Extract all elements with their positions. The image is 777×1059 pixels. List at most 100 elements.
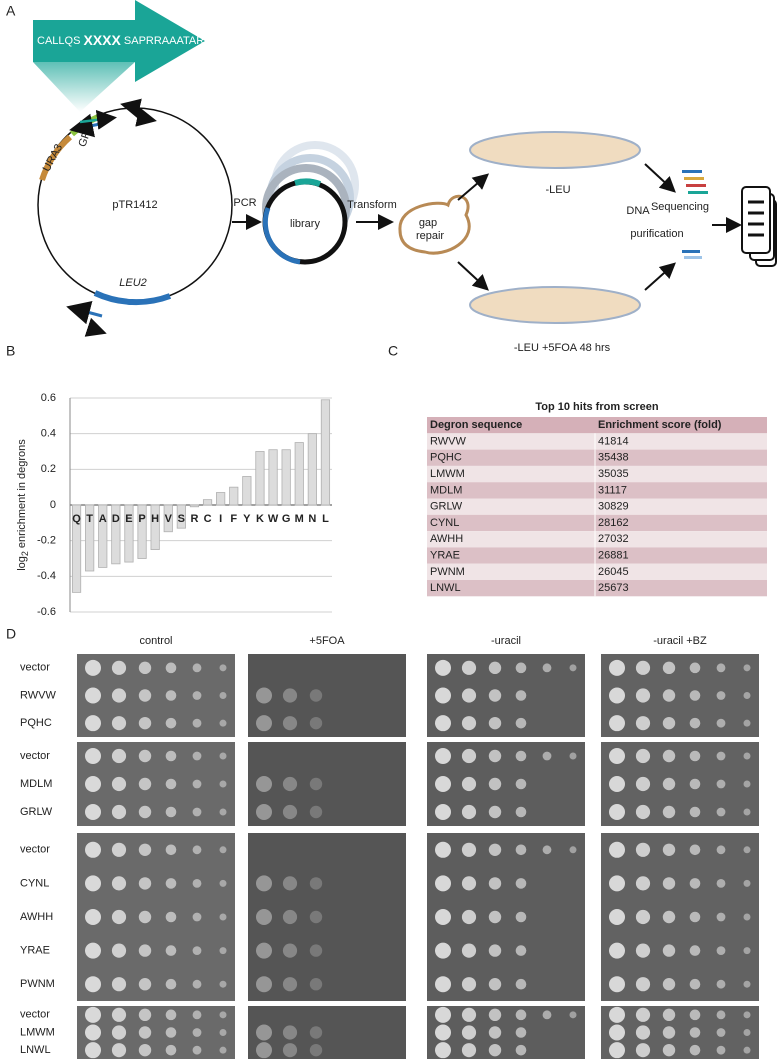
colony-spot: [435, 976, 451, 993]
panel-label: D: [6, 626, 16, 642]
colony-spot: [488, 689, 502, 702]
colony-spot: [165, 1027, 177, 1038]
colony-spot: [192, 779, 202, 789]
colony-spot: [716, 946, 726, 955]
colony-spot: [219, 1029, 227, 1036]
step-label: DNA: [626, 205, 650, 217]
colony-spot: [309, 944, 323, 957]
colony-spot: [85, 875, 101, 892]
colony-spot: [192, 912, 202, 922]
table-row-bg: [427, 498, 767, 515]
colony-spot: [609, 976, 625, 993]
colony-spot: [488, 1008, 502, 1022]
y-tick-label: -0.6: [37, 606, 56, 618]
panel-d: control +5FOA -uracil -uracil +BZ vector RWVW…: [20, 635, 759, 1059]
colony-spot: [635, 804, 651, 820]
colony-spot: [85, 776, 101, 792]
colony-spot: [111, 876, 127, 891]
colony-spot: [85, 841, 101, 858]
x-tick-label: I: [219, 513, 222, 525]
colony-spot: [662, 661, 676, 675]
colony-spot: [165, 1009, 177, 1021]
plate-image: [427, 654, 585, 737]
colony-spot: [138, 978, 152, 991]
colony-spot: [488, 805, 502, 819]
colony-spot: [435, 942, 451, 959]
colony-spot: [435, 659, 451, 676]
plate-image: [77, 1006, 235, 1059]
colony-spot: [716, 663, 726, 673]
colony-spot: [488, 843, 502, 856]
strain-label: GRLW: [20, 806, 53, 818]
table-header-bg: [427, 417, 767, 434]
panel-label: C: [388, 343, 398, 359]
colony-spot: [662, 843, 676, 856]
colony-spot: [488, 749, 502, 763]
colony-spot: [282, 716, 298, 731]
colony-spot: [743, 1046, 751, 1054]
strain-label: AWHH: [20, 911, 53, 923]
colony-spot: [609, 1024, 625, 1041]
table-cell: 27032: [598, 533, 629, 545]
colony-spot: [219, 752, 227, 760]
x-tick-label: E: [125, 513, 132, 525]
plate-image: [248, 1006, 406, 1059]
colony-spot: [515, 662, 527, 674]
colony-spot: [609, 748, 625, 764]
colony-spot: [743, 1029, 751, 1036]
plate-label: -LEU: [545, 184, 570, 196]
colony-spot: [192, 979, 202, 989]
colony-spot: [609, 875, 625, 892]
table-cell: AWHH: [430, 533, 463, 545]
x-tick-label: V: [165, 513, 173, 525]
x-tick-label: L: [322, 513, 329, 525]
colony-spot: [689, 878, 701, 889]
bar: [255, 451, 265, 506]
table-cell: 25673: [598, 582, 629, 594]
colony-spot: [716, 912, 726, 922]
y-tick-label: -0.4: [37, 570, 56, 582]
colony-spot: [461, 909, 477, 925]
colony-spot: [515, 978, 527, 990]
colony-spot: [282, 943, 298, 958]
colony-spot: [309, 978, 323, 991]
colony-spot: [488, 716, 502, 730]
bar: [268, 449, 278, 506]
strain-label: vector: [20, 750, 50, 762]
colony-spot: [256, 687, 272, 704]
colony-spot: [461, 776, 477, 792]
colony-spot: [488, 944, 502, 957]
colony-spot: [138, 944, 152, 957]
colony-spot: [435, 715, 451, 732]
colony-spot: [165, 978, 177, 990]
x-tick-label: S: [178, 513, 185, 525]
plate-image: [77, 742, 235, 826]
table-cell: MDLM: [430, 484, 462, 496]
colony-spot: [219, 1046, 227, 1054]
colony-spot: [716, 751, 726, 761]
colony-spot: [743, 913, 751, 921]
colony-spot: [635, 909, 651, 925]
colony-spot: [461, 688, 477, 703]
colony-spot: [85, 715, 101, 732]
step-label: Transform: [347, 199, 397, 211]
condition-label: -uracil: [491, 635, 521, 647]
colony-spot: [662, 1008, 676, 1022]
colony-spot: [569, 752, 577, 760]
colony-spot: [662, 910, 676, 924]
colony-spot: [515, 750, 527, 762]
colony-spot: [716, 691, 726, 700]
table-cell: PQHC: [430, 452, 462, 464]
plate-image: [601, 833, 759, 1001]
table-cell: LNWL: [430, 582, 461, 594]
colony-spot: [138, 805, 152, 819]
colony-spot: [256, 942, 272, 959]
colony-spot: [85, 804, 101, 820]
table-cell: PWNM: [430, 566, 465, 578]
construct-prefix: CALLQS: [37, 35, 80, 47]
table-cell: 26881: [598, 549, 629, 561]
table-cell: 30829: [598, 501, 629, 513]
x-tick-label: G: [282, 513, 291, 525]
bar: [85, 504, 95, 572]
bar: [189, 504, 200, 508]
